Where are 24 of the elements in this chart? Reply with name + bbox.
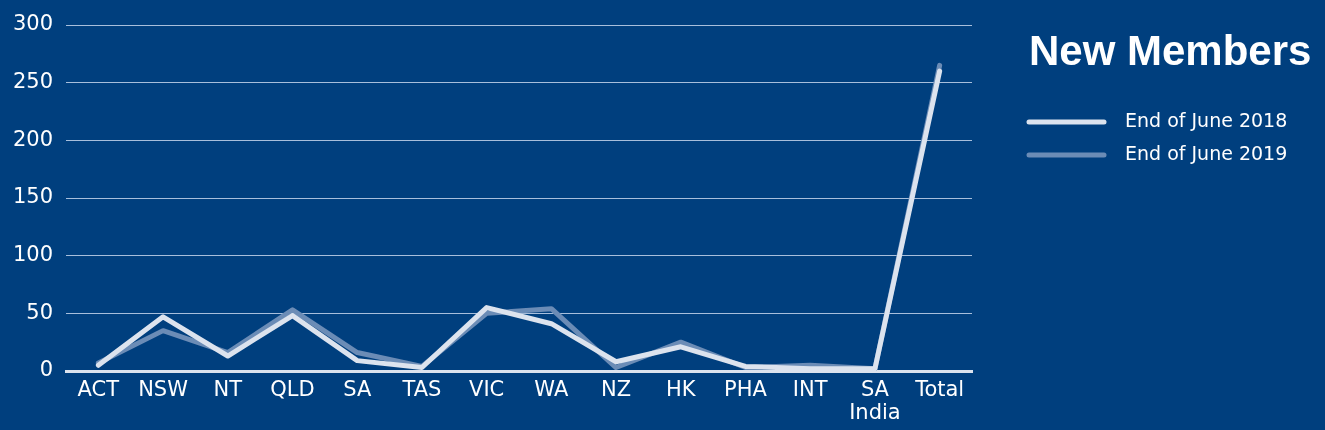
legend-label: End of June 2018 — [1125, 108, 1288, 131]
y-tick-label: 100 — [12, 242, 53, 267]
x-tick-label: NZ — [601, 377, 632, 402]
y-tick-label: 300 — [12, 11, 53, 36]
x-tick-label: TAS — [401, 377, 442, 402]
x-tick-label: QLD — [270, 377, 315, 402]
x-tick-label: HK — [666, 377, 697, 402]
x-tick-label: PHA — [724, 377, 768, 402]
x-tick-label: SA India — [849, 377, 901, 424]
x-tick-label: WA — [534, 377, 569, 402]
x-tick-label: Total — [914, 377, 965, 402]
y-tick-label: 250 — [12, 69, 53, 94]
y-tick-label: 200 — [12, 126, 53, 151]
x-tick-label: NT — [213, 377, 243, 402]
legend-label: End of June 2019 — [1125, 141, 1288, 164]
y-tick-label: 150 — [12, 184, 53, 209]
y-tick-label: 0 — [39, 357, 53, 382]
x-tick-label: ACT — [77, 377, 120, 402]
y-tick-label: 50 — [26, 299, 53, 324]
x-tick-label: INT — [792, 377, 828, 402]
text: New Members — [1029, 27, 1312, 74]
x-tick-label: NSW — [138, 377, 189, 402]
x-tick-label: SA — [343, 377, 372, 402]
x-tick-label: VIC — [469, 377, 505, 402]
